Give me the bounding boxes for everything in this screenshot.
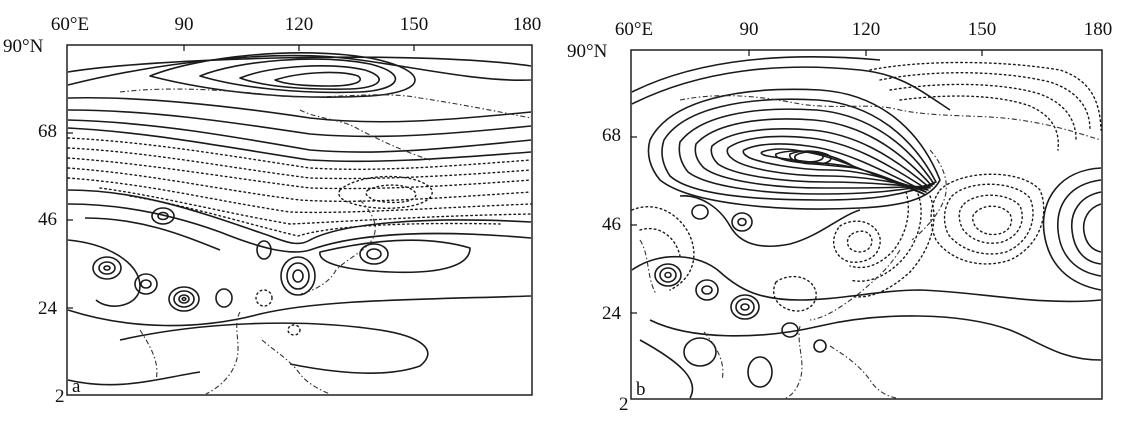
panel-b-lat-tick: 90°N (567, 41, 608, 62)
panel-b-label: b (636, 379, 646, 400)
panel-a-lon-tick: 60°E (51, 14, 89, 35)
panel-a-label: a (72, 376, 81, 397)
panel-b-lat-tick: 2 (619, 394, 629, 415)
panel-a-lon-tick: 120 (285, 14, 314, 35)
panel-a-lon-tick: 90 (175, 14, 194, 35)
panel-a-lat-tick: 24 (38, 298, 58, 319)
panel-b-contours (631, 56, 1102, 399)
panel-a-coastlines (119, 88, 532, 395)
panel-a-lat-tick: 68 (38, 121, 57, 142)
panel-b-coastlines (639, 95, 1102, 399)
panel-b-lon-tick: 60°E (615, 19, 653, 40)
panel-b: 60°E 90 120 150 180 90°N 68 46 24 2 (567, 19, 1112, 415)
panel-a-tick-marks (67, 45, 415, 309)
panel-b-lon-tick: 120 (852, 19, 881, 40)
panel-b-lat-tick: 68 (602, 125, 621, 146)
panel-b-lon-tick: 180 (1084, 19, 1113, 40)
panel-a-contours (67, 52, 532, 386)
panel-a: 60°E 90 120 150 180 90°N 68 46 24 2 (3, 14, 541, 407)
panel-b-lat-tick: 24 (602, 303, 622, 324)
panel-a-lat-tick: 2 (55, 386, 65, 407)
panel-b-lon-tick: 150 (968, 19, 997, 40)
panel-b-lon-tick: 90 (740, 19, 759, 40)
panel-a-lon-tick: 150 (400, 14, 429, 35)
panel-a-lat-tick: 90°N (3, 36, 44, 57)
panel-b-tick-marks (631, 50, 983, 314)
panel-a-lon-tick: 180 (513, 14, 542, 35)
panel-a-lat-tick: 46 (38, 209, 57, 230)
panel-b-lat-tick: 46 (602, 214, 621, 235)
